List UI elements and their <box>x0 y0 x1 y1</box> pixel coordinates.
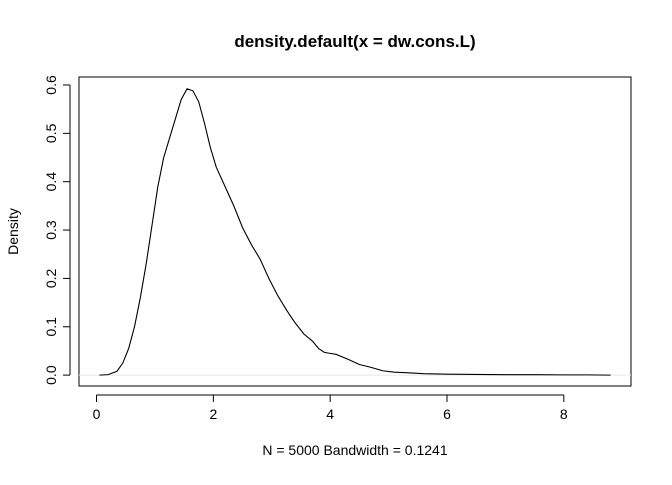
y-tick-label: 0.3 <box>43 220 59 240</box>
x-axis: 0 2 4 6 8 <box>93 394 568 422</box>
y-tick-label: 0.6 <box>43 75 59 95</box>
chart-title: density.default(x = dw.cons.L) <box>234 32 475 51</box>
x-tick-label: 0 <box>93 406 101 422</box>
x-axis-label: N = 5000 Bandwidth = 0.1241 <box>262 442 447 458</box>
y-tick-label: 0.1 <box>43 317 59 337</box>
x-tick-label: 8 <box>560 406 568 422</box>
y-tick-label: 0.0 <box>43 365 59 385</box>
x-tick-label: 2 <box>209 406 217 422</box>
x-tick-label: 4 <box>326 406 334 422</box>
density-curve <box>99 88 611 376</box>
plot-frame <box>78 76 632 387</box>
y-tick-label: 0.4 <box>43 172 59 192</box>
y-tick-label: 0.2 <box>43 268 59 288</box>
y-axis-label: Density <box>5 208 21 255</box>
y-tick-label: 0.5 <box>43 123 59 143</box>
x-tick-label: 6 <box>443 406 451 422</box>
y-axis: 0.0 0.1 0.2 0.3 0.4 0.5 0.6 <box>43 75 71 385</box>
